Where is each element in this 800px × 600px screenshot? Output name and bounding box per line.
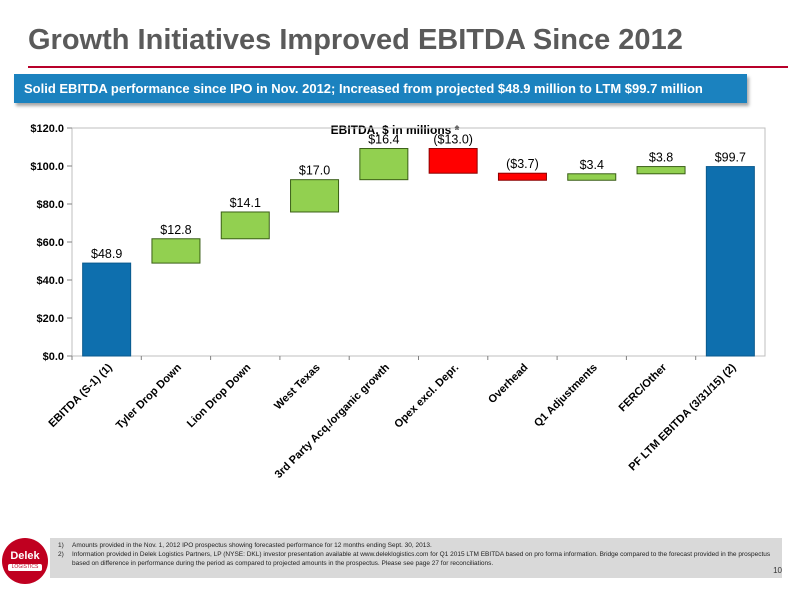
x-category-label: Overhead [486,362,530,406]
x-category-label: Lion Drop Down [185,361,254,430]
y-tick-label: $120.0 [30,123,64,135]
footnote-1: 1) Amounts provided in the Nov. 1, 2012 … [58,541,774,550]
page-number: 10 [773,566,782,575]
summary-banner: Solid EBITDA performance since IPO in No… [14,74,747,103]
x-category-label: West Texas [272,362,323,413]
x-category-label: Opex excl. Depr. [392,362,461,431]
data-label: $3.4 [580,158,604,172]
y-tick-label: $100.0 [30,161,64,173]
waterfall-bar [359,148,409,181]
footnote-text: Amounts provided in the Nov. 1, 2012 IPO… [72,542,432,549]
y-tick-label: $80.0 [36,199,64,211]
waterfall-bar [705,166,755,357]
x-category-label: FERC/Other [617,361,670,414]
waterfall-bar [428,148,478,174]
logo-name: Delek [10,550,40,562]
waterfall-bar [290,179,340,213]
y-tick-label: $40.0 [36,275,64,287]
waterfall-bar [82,262,132,357]
page-title: Growth Initiatives Improved EBITDA Since… [28,24,683,56]
title-divider [28,66,788,68]
logo-subtitle: LOGISTICS [8,564,42,571]
ebitda-waterfall-chart: EBITDA, $ in millions * $0.0 $20.0 $40.0 $6… [30,123,766,481]
x-category-label: EBITDA (S-1) (1) [47,361,115,429]
data-label: $14.1 [230,196,261,210]
data-label: $12.8 [160,223,191,237]
waterfall-bar [497,172,547,181]
data-label: $16.4 [368,133,399,147]
y-tick-label: $20.0 [36,313,64,325]
footnote-2: 2) Information provided in Delek Logisti… [58,550,774,568]
y-tick-label: $0.0 [43,351,64,363]
waterfall-bar [220,211,270,240]
data-label: ($3.7) [506,157,539,171]
x-category-label: Tyler Drop Down [114,361,184,431]
footnote-number: 2) [58,551,64,558]
chart-title: EBITDA, $ in millions * [331,123,460,137]
data-label: $99.7 [715,151,746,165]
x-category-label: Q1 Adjustments [532,362,600,430]
x-category-label: 3rd Party Acq./organic growth [273,361,392,480]
footnote-text: Information provided in Delek Logistics … [72,551,771,567]
waterfall-bar [151,238,201,264]
footnotes: 1) Amounts provided in the Nov. 1, 2012 … [50,538,782,578]
footnote-number: 1) [58,542,64,549]
delek-logo: Delek LOGISTICS [2,538,48,584]
data-label: $17.0 [299,164,330,178]
waterfall-bar [636,166,686,175]
data-label: $3.8 [649,151,673,165]
footer: Delek LOGISTICS 1) Amounts provided in t… [0,534,800,600]
waterfall-bar [567,173,617,181]
y-tick-label: $60.0 [36,237,64,249]
data-label: $48.9 [91,247,122,261]
data-label: ($13.0) [433,133,473,147]
